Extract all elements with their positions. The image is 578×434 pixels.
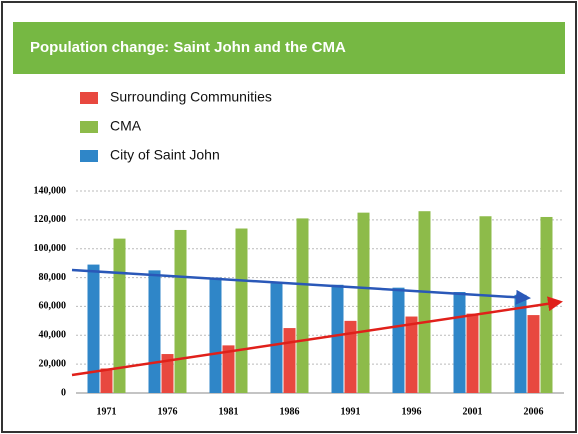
trend-arrow [71, 296, 563, 377]
bar [283, 328, 296, 393]
y-tick-label: 60,000 [39, 301, 67, 312]
legend-swatch [80, 150, 98, 162]
x-tick-label: 1971 [97, 406, 117, 417]
y-tick-label: 100,000 [34, 243, 67, 254]
bar [87, 264, 100, 393]
bar [357, 212, 370, 393]
y-tick-label: 120,000 [34, 214, 67, 225]
legend-label: City of Saint John [110, 147, 220, 163]
title-bar [13, 22, 565, 74]
y-tick-label: 0 [61, 387, 66, 398]
x-tick-label: 2006 [524, 406, 544, 417]
x-tick-label: 1991 [341, 406, 361, 417]
bar [527, 315, 540, 393]
bar [418, 211, 431, 393]
bar [113, 238, 126, 393]
y-tick-label: 20,000 [39, 358, 67, 369]
legend-label: CMA [110, 118, 142, 134]
y-tick-label: 140,000 [34, 185, 67, 196]
bar [296, 218, 309, 393]
bar [222, 345, 235, 393]
x-tick-label: 1986 [280, 406, 300, 417]
bar [331, 284, 344, 393]
bar [392, 287, 405, 393]
x-tick-label: 2001 [463, 406, 483, 417]
bar [514, 294, 527, 393]
y-tick-label: 80,000 [39, 272, 67, 283]
bar [100, 368, 113, 393]
x-tick-label: 1976 [158, 406, 178, 417]
legend-swatch [80, 92, 98, 104]
trend-arrow [71, 268, 531, 305]
bar [209, 277, 222, 393]
bar [479, 216, 492, 393]
bar [148, 270, 161, 393]
y-tick-label: 40,000 [39, 330, 67, 341]
plot-area: 0 20,000 40,000 60,000 80,000 100,000 120,000 1… [34, 89, 564, 417]
legend-swatch [80, 121, 98, 133]
bar [270, 283, 283, 393]
x-tick-label: 1981 [219, 406, 239, 417]
bar [453, 292, 466, 393]
bar [161, 354, 174, 393]
bar [405, 316, 418, 393]
bar [174, 229, 187, 393]
chart-title: Population change: Saint John and the CM… [30, 39, 346, 56]
bar [344, 320, 357, 393]
bar [466, 313, 479, 393]
legend-label: Surrounding Communities [110, 89, 272, 105]
x-tick-label: 1996 [402, 406, 422, 417]
bar [235, 228, 248, 393]
